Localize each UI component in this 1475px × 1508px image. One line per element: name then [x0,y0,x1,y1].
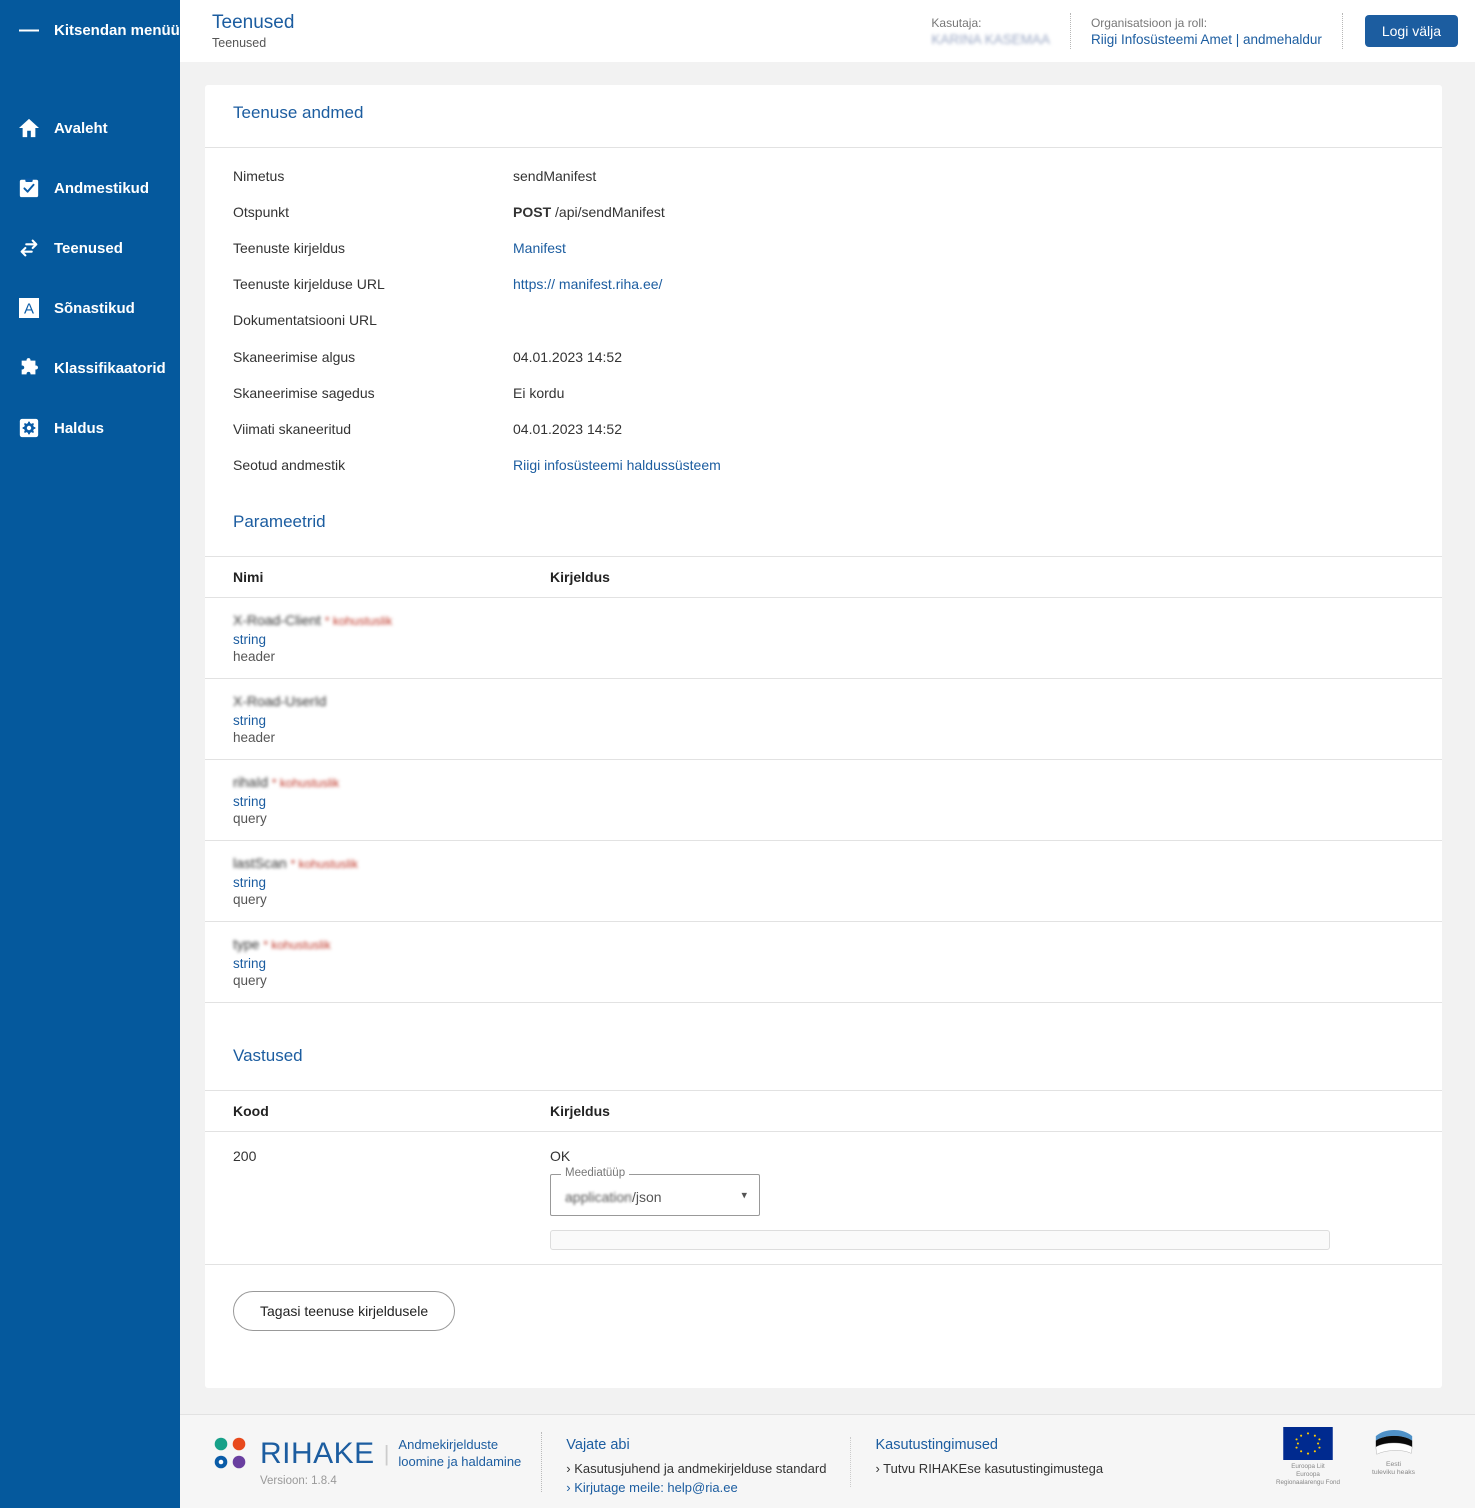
svg-text:A: A [24,301,34,318]
